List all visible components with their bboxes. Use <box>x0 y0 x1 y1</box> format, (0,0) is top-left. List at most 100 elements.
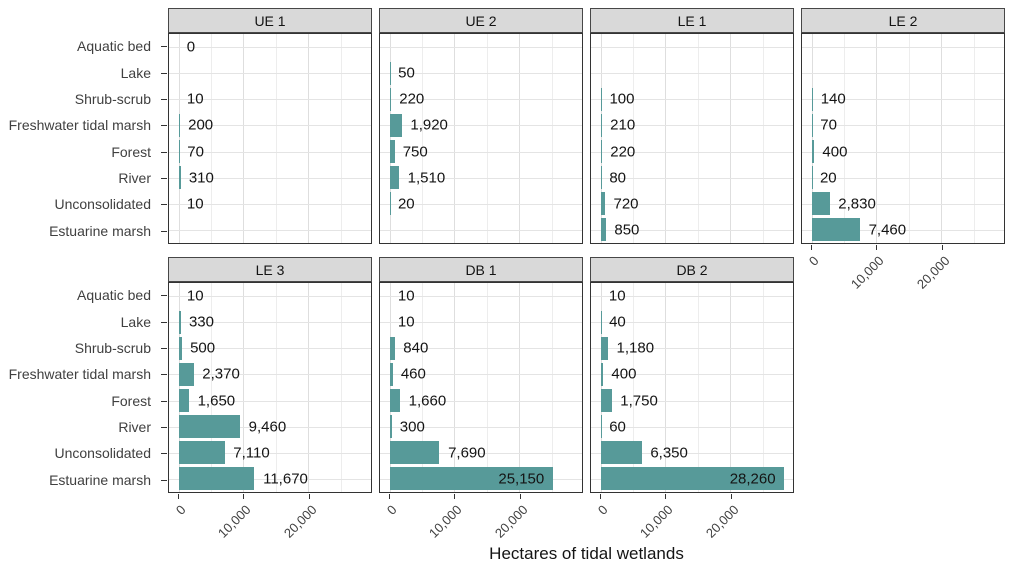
x-axis-tick <box>177 494 179 499</box>
facet-strip-label: UE 2 <box>465 12 497 29</box>
facet-strip: LE 1 <box>590 8 794 33</box>
bar-value-label: 1,650 <box>197 392 236 410</box>
facet-strip: LE 3 <box>168 257 372 282</box>
bar-row: 1,650 <box>169 388 371 414</box>
bar-row: 840 <box>380 335 582 361</box>
x-axis-tick <box>941 245 943 250</box>
bar-row: 7,110 <box>169 440 371 466</box>
bar-value-label: 7,690 <box>448 444 486 462</box>
gridline <box>243 34 245 243</box>
facet-strip-label: DB 1 <box>465 261 497 278</box>
bar <box>600 467 784 491</box>
bar <box>811 218 860 242</box>
gridline <box>169 374 371 376</box>
bar <box>178 441 225 465</box>
gridline <box>591 203 793 205</box>
bar-row: 70 <box>169 139 371 165</box>
gridline <box>380 151 582 153</box>
bar-row: 1,750 <box>591 388 793 414</box>
gridline <box>519 283 521 492</box>
bar-row: 28,260 <box>591 466 793 492</box>
bar <box>600 166 602 190</box>
gridline <box>169 452 371 454</box>
bar-value-label: 460 <box>400 365 426 383</box>
gridline <box>633 283 635 492</box>
bar-row <box>169 60 371 86</box>
gridline <box>802 47 1004 49</box>
x-axis-tick <box>665 494 667 499</box>
gridline <box>380 73 582 75</box>
bar-value-label: 840 <box>403 339 429 357</box>
bar-value-label: 400 <box>822 143 848 161</box>
bar-row: 300 <box>380 414 582 440</box>
bar-row: 310 <box>169 165 371 191</box>
gridline <box>802 177 1004 179</box>
bar-value-label: 20 <box>397 195 415 213</box>
gridline <box>697 34 699 243</box>
category-label: Shrub-scrub <box>74 90 151 107</box>
bar-row: 7,690 <box>380 440 582 466</box>
y-axis-tick <box>161 374 167 376</box>
bar-row: 10 <box>169 191 371 217</box>
gridline <box>169 99 371 101</box>
bar <box>600 140 603 164</box>
gridline <box>519 34 521 243</box>
bar <box>389 441 440 465</box>
gridline <box>876 34 878 243</box>
bar-value-label: 9,460 <box>248 418 287 436</box>
facet-panel: 50 220 1,920 750 1,510 20 <box>379 33 583 244</box>
gridline <box>591 426 793 428</box>
gridline <box>211 34 213 243</box>
gridline <box>380 400 582 402</box>
bar-value-label: 220 <box>399 90 425 108</box>
x-axis-tick <box>730 494 732 499</box>
gridline <box>762 283 764 492</box>
bar-row: 400 <box>802 139 1004 165</box>
facet-panel: 100 210 220 80 720 850 <box>590 33 794 244</box>
bar <box>600 336 609 360</box>
y-axis-tick <box>161 321 167 323</box>
category-label: Unconsolidated <box>54 445 151 462</box>
category-label: Lake <box>120 64 151 81</box>
bar-value-label: 400 <box>611 365 637 383</box>
y-axis-tick <box>161 204 167 206</box>
bar <box>178 389 190 413</box>
gridline <box>169 229 371 231</box>
bar-value-label: 60 <box>609 418 626 436</box>
bar-row: 140 <box>802 86 1004 112</box>
bar <box>600 192 606 216</box>
category-label: Shrub-scrub <box>74 339 151 356</box>
bar <box>178 362 195 386</box>
y-axis-tick <box>161 125 167 127</box>
bar <box>389 336 396 360</box>
bar-row: 100 <box>591 86 793 112</box>
category-label: Aquatic bed <box>77 287 151 304</box>
bar-row: 10 <box>380 283 582 309</box>
category-label: Estuarine marsh <box>49 471 151 488</box>
y-axis-tick <box>161 427 167 429</box>
facet-panel: 10 10 840 460 1,660 300 7,690 25,150 <box>379 282 583 493</box>
bar-row: 20 <box>380 191 582 217</box>
gridline <box>169 47 371 49</box>
gridline <box>551 283 553 492</box>
bar <box>389 415 392 439</box>
gridline <box>380 203 582 205</box>
bar-row: 0 <box>169 34 371 60</box>
facet-strip: DB 1 <box>379 257 583 282</box>
bar-row: 60 <box>591 414 793 440</box>
gridline <box>973 34 975 243</box>
bar <box>178 113 180 137</box>
gridline <box>591 452 793 454</box>
bar <box>600 362 604 386</box>
gridline <box>380 125 582 127</box>
bar-row: 2,830 <box>802 191 1004 217</box>
gridline <box>380 426 582 428</box>
bar-row: 6,350 <box>591 440 793 466</box>
facet-strip: DB 2 <box>590 257 794 282</box>
bar <box>600 218 607 242</box>
gridline <box>169 296 371 298</box>
bar <box>600 87 602 111</box>
bar-row <box>802 34 1004 60</box>
bar-row: 1,660 <box>380 388 582 414</box>
bar <box>389 467 553 491</box>
